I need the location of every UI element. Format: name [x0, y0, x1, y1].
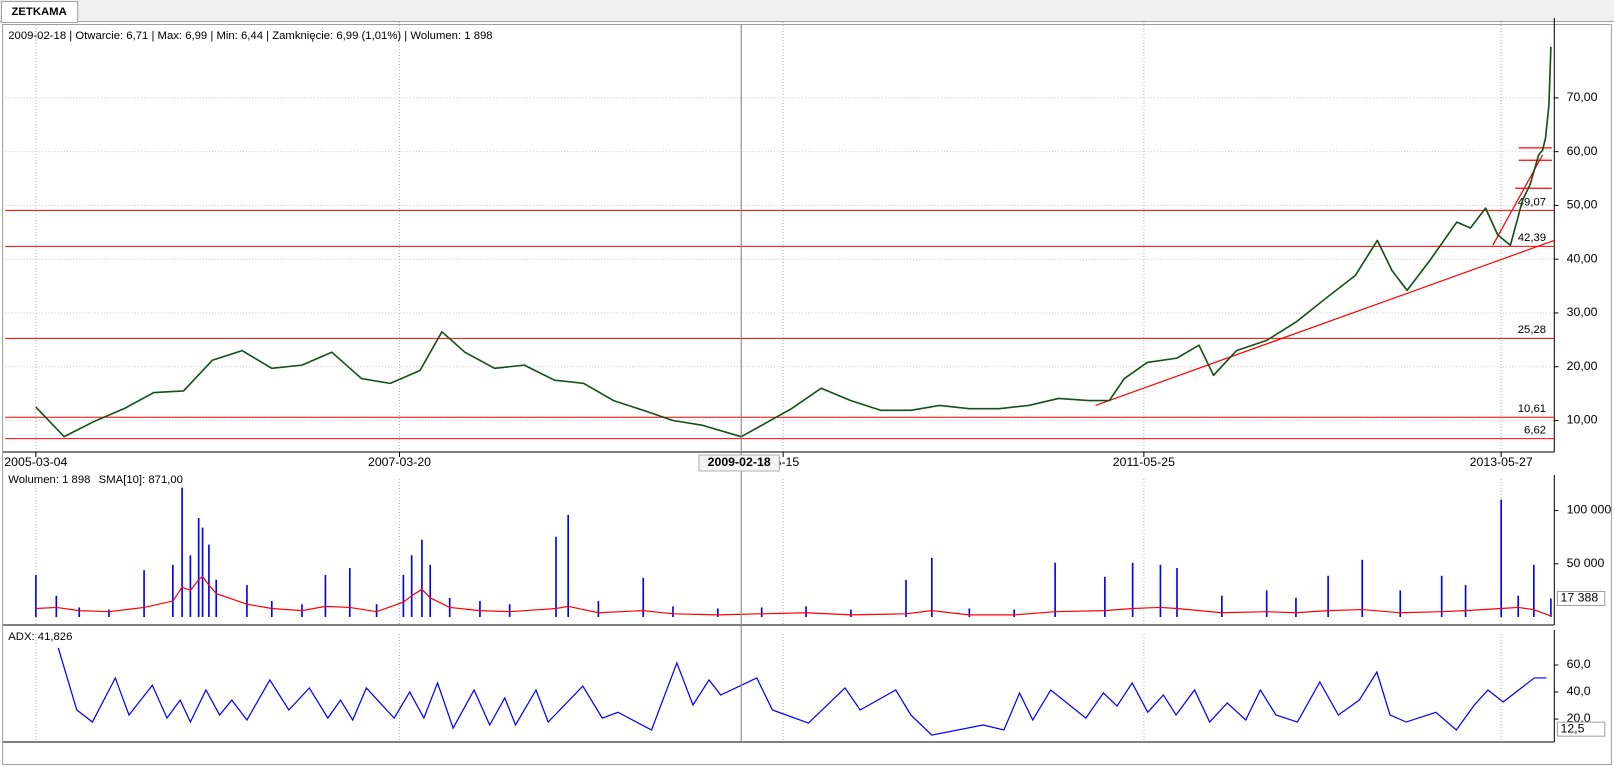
trend-line — [1095, 239, 1555, 407]
volume-bar — [597, 601, 600, 617]
level-label: 6,62 — [1524, 425, 1546, 437]
volume-bar — [642, 577, 645, 617]
sma-line — [35, 575, 1552, 617]
tab-label[interactable]: ZETKAMA — [11, 6, 66, 18]
volume-bar — [1327, 575, 1329, 617]
volume-bar — [1550, 598, 1552, 617]
y-tick-label: 50 000 — [1567, 556, 1605, 570]
legend-entry: SMA[10]: 871,00 — [99, 474, 183, 486]
y-tick-label: 60,00 — [1567, 144, 1598, 158]
volume-bar — [805, 606, 807, 617]
level-label: 49,07 — [1518, 196, 1546, 208]
tab-bar — [0, 0, 1614, 22]
legend-entry: Wolumen: 1 898 — [8, 474, 90, 486]
volume-bar — [1221, 595, 1223, 617]
volume-bar — [1104, 576, 1106, 617]
volume-bar — [324, 574, 327, 617]
volume-bar — [1464, 585, 1467, 617]
current-value-box — [1556, 590, 1606, 606]
volume-bar — [143, 570, 145, 617]
volume-bar — [35, 574, 37, 617]
x-tick-label: 2013-05-27 — [1470, 455, 1533, 469]
x-tick-label: 2007-03-20 — [368, 455, 431, 469]
volume-bar — [246, 585, 248, 617]
volume-bar — [348, 568, 351, 617]
current-value-label: 17 388 — [1560, 591, 1598, 605]
y-tick-label: 50,00 — [1567, 198, 1598, 212]
y-tick-label: 30,00 — [1567, 305, 1598, 319]
y-tick-label: 70,00 — [1567, 90, 1598, 104]
crosshair-label: 2009-02-18 — [708, 455, 771, 469]
volume-bar — [850, 609, 852, 617]
volume-bar — [189, 555, 192, 617]
volume-bar — [172, 564, 174, 617]
volume-bar — [672, 606, 674, 617]
y-tick-label: 10,00 — [1567, 413, 1598, 427]
current-value-label: 12,5 — [1560, 721, 1584, 735]
level-label: 25,28 — [1518, 324, 1546, 336]
chart-frame — [2, 24, 1612, 765]
volume-bar — [201, 527, 204, 617]
x-tick-label: 2005-03-04 — [4, 455, 67, 469]
volume-bar — [1517, 595, 1520, 617]
volume-bar — [1295, 597, 1297, 617]
volume-bar — [78, 607, 81, 617]
volume-bar — [968, 608, 971, 617]
volume-bar — [479, 601, 481, 617]
volume-bar — [905, 579, 907, 617]
crosshair-label-box — [698, 454, 780, 472]
volume-bar — [402, 574, 405, 617]
level-label: 10,61 — [1518, 403, 1546, 415]
tab[interactable] — [1, 1, 79, 23]
volume-bar — [1013, 609, 1016, 617]
volume-bar — [197, 518, 200, 617]
volume-bar — [1054, 562, 1056, 617]
volume-bar — [1131, 562, 1134, 617]
volume-bar — [1399, 590, 1402, 617]
volume-bar — [208, 544, 210, 617]
price-line — [35, 46, 1552, 438]
y-tick-label: 20,00 — [1567, 359, 1598, 373]
volume-bar — [1361, 559, 1364, 617]
volume-bar — [1176, 568, 1178, 617]
volume-bar — [1533, 564, 1535, 617]
volume-bar — [930, 557, 933, 617]
volume-bar — [1159, 564, 1162, 617]
volume-bar — [508, 604, 511, 617]
volume-bar — [215, 579, 218, 617]
volume-bar — [421, 539, 423, 617]
volume-bar — [375, 604, 378, 617]
volume-bar — [429, 564, 432, 617]
current-value-box — [1556, 721, 1606, 737]
volume-bar — [55, 595, 58, 617]
volume-bar — [1440, 575, 1443, 617]
y-tick-label: 40,00 — [1567, 252, 1598, 266]
y-tick-label: 60,0 — [1567, 657, 1591, 671]
adx-line — [57, 647, 1547, 736]
volume-bar — [1265, 590, 1268, 617]
legend-entry: ADX: 41,826 — [8, 631, 72, 643]
x-tick-label: 2011-05-25 — [1113, 455, 1175, 469]
volume-bar — [716, 608, 719, 617]
level-label: 42,39 — [1518, 232, 1546, 244]
volume-bar — [555, 536, 557, 617]
volume-bar — [567, 514, 569, 617]
volume-bar — [181, 487, 183, 617]
quote-info: 2009-02-18 | Otwarcie: 6,71 | Max: 6,99 … — [8, 30, 492, 42]
volume-bar — [760, 607, 763, 617]
y-tick-label: 100 000 — [1567, 503, 1612, 517]
y-tick-label: 40,0 — [1567, 684, 1591, 698]
volume-bar — [1500, 499, 1502, 617]
volume-bar — [108, 609, 110, 617]
volume-bar — [410, 555, 413, 617]
